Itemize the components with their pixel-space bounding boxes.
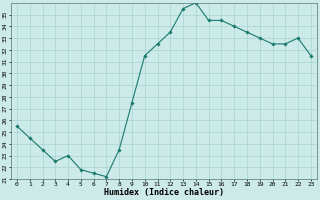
X-axis label: Humidex (Indice chaleur): Humidex (Indice chaleur)	[104, 188, 224, 197]
